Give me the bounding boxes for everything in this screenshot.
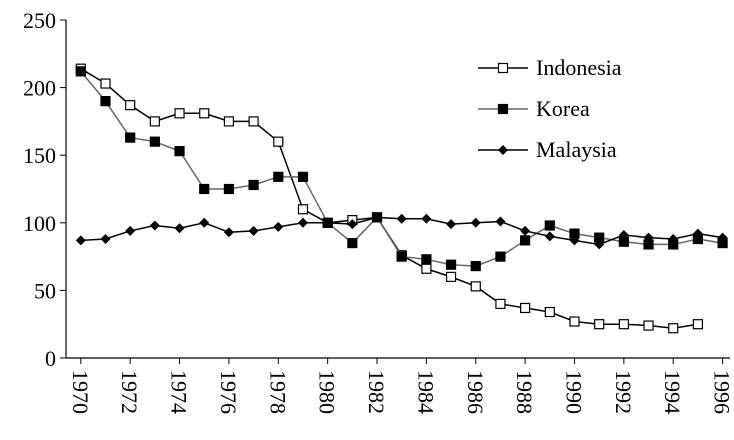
data-point bbox=[149, 116, 160, 127]
data-point bbox=[248, 116, 259, 127]
x-tick-label: 1988 bbox=[512, 370, 537, 414]
legend-marker bbox=[498, 145, 508, 155]
data-point bbox=[569, 316, 580, 327]
data-point bbox=[149, 136, 160, 147]
data-point bbox=[100, 96, 111, 107]
y-tick-label: 100 bbox=[23, 211, 56, 236]
data-point bbox=[297, 217, 308, 228]
x-tick-label: 1986 bbox=[463, 370, 488, 414]
x-tick-label: 1994 bbox=[660, 370, 685, 414]
data-point bbox=[396, 213, 407, 224]
data-point bbox=[248, 225, 259, 236]
x-tick-label: 1972 bbox=[117, 370, 142, 414]
data-point bbox=[149, 220, 160, 231]
data-point bbox=[668, 323, 679, 334]
data-point bbox=[445, 259, 457, 270]
data-point bbox=[100, 78, 111, 89]
x-tick-label: 1996 bbox=[710, 370, 734, 414]
data-point bbox=[223, 116, 235, 127]
data-point bbox=[668, 234, 679, 245]
legend-label: Indonesia bbox=[536, 55, 622, 80]
data-point bbox=[446, 219, 457, 230]
data-point bbox=[544, 231, 555, 242]
data-point bbox=[692, 228, 703, 239]
data-point bbox=[495, 251, 506, 262]
data-point bbox=[322, 217, 333, 228]
data-point bbox=[273, 171, 284, 182]
data-point bbox=[347, 219, 358, 230]
data-point bbox=[445, 271, 457, 282]
series-line bbox=[80, 68, 699, 330]
data-point bbox=[174, 223, 185, 234]
data-point bbox=[248, 179, 259, 191]
data-point bbox=[692, 319, 704, 330]
x-tick-label: 1992 bbox=[611, 370, 636, 414]
x-tick-label: 1970 bbox=[68, 370, 93, 414]
data-point bbox=[470, 281, 481, 292]
y-tick-label: 150 bbox=[23, 143, 56, 168]
x-tick-label: 1990 bbox=[561, 370, 586, 414]
data-point bbox=[297, 204, 309, 215]
data-point bbox=[125, 132, 136, 143]
data-point bbox=[470, 217, 481, 228]
y-tick-label: 250 bbox=[23, 8, 56, 33]
data-point bbox=[569, 235, 580, 246]
data-point bbox=[199, 217, 210, 228]
data-point bbox=[618, 319, 629, 330]
x-tick-label: 1978 bbox=[265, 370, 290, 414]
data-point bbox=[347, 237, 358, 249]
data-point bbox=[75, 235, 86, 246]
data-point bbox=[372, 212, 383, 223]
data-point bbox=[199, 108, 210, 119]
data-point bbox=[273, 136, 284, 147]
data-point bbox=[495, 298, 506, 310]
data-point bbox=[594, 319, 605, 330]
data-point bbox=[174, 146, 185, 157]
data-point bbox=[396, 251, 407, 262]
data-point bbox=[594, 239, 605, 250]
data-point bbox=[75, 66, 86, 77]
legend-label: Malaysia bbox=[536, 137, 617, 162]
data-point bbox=[520, 235, 531, 246]
data-point bbox=[643, 320, 654, 331]
data-point bbox=[421, 263, 432, 274]
data-point bbox=[125, 225, 136, 236]
x-tick-label: 1976 bbox=[216, 370, 241, 414]
data-point bbox=[495, 216, 506, 227]
data-point bbox=[100, 234, 111, 245]
data-point bbox=[273, 221, 284, 232]
data-point bbox=[643, 232, 654, 243]
data-point bbox=[520, 302, 531, 314]
data-point bbox=[544, 306, 555, 318]
data-point bbox=[717, 232, 728, 243]
y-tick-label: 0 bbox=[45, 346, 56, 371]
y-tick-label: 50 bbox=[34, 278, 56, 303]
x-tick-label: 1982 bbox=[364, 370, 389, 414]
x-tick-label: 1980 bbox=[315, 370, 340, 414]
data-point bbox=[223, 183, 235, 195]
data-point bbox=[544, 220, 555, 231]
data-point bbox=[223, 227, 234, 238]
legend-marker bbox=[497, 103, 509, 115]
data-point bbox=[470, 260, 481, 272]
data-point bbox=[520, 225, 531, 236]
data-point bbox=[421, 254, 432, 265]
data-point bbox=[174, 108, 185, 119]
data-point bbox=[125, 100, 136, 111]
x-tick-label: 1974 bbox=[167, 370, 192, 414]
legend-label: Korea bbox=[536, 96, 590, 121]
data-point bbox=[421, 213, 432, 224]
data-point bbox=[297, 171, 309, 182]
y-tick-label: 200 bbox=[23, 76, 56, 101]
legend-marker bbox=[497, 62, 509, 74]
data-point bbox=[618, 229, 629, 240]
x-tick-label: 1984 bbox=[413, 370, 438, 414]
data-point bbox=[199, 183, 210, 195]
